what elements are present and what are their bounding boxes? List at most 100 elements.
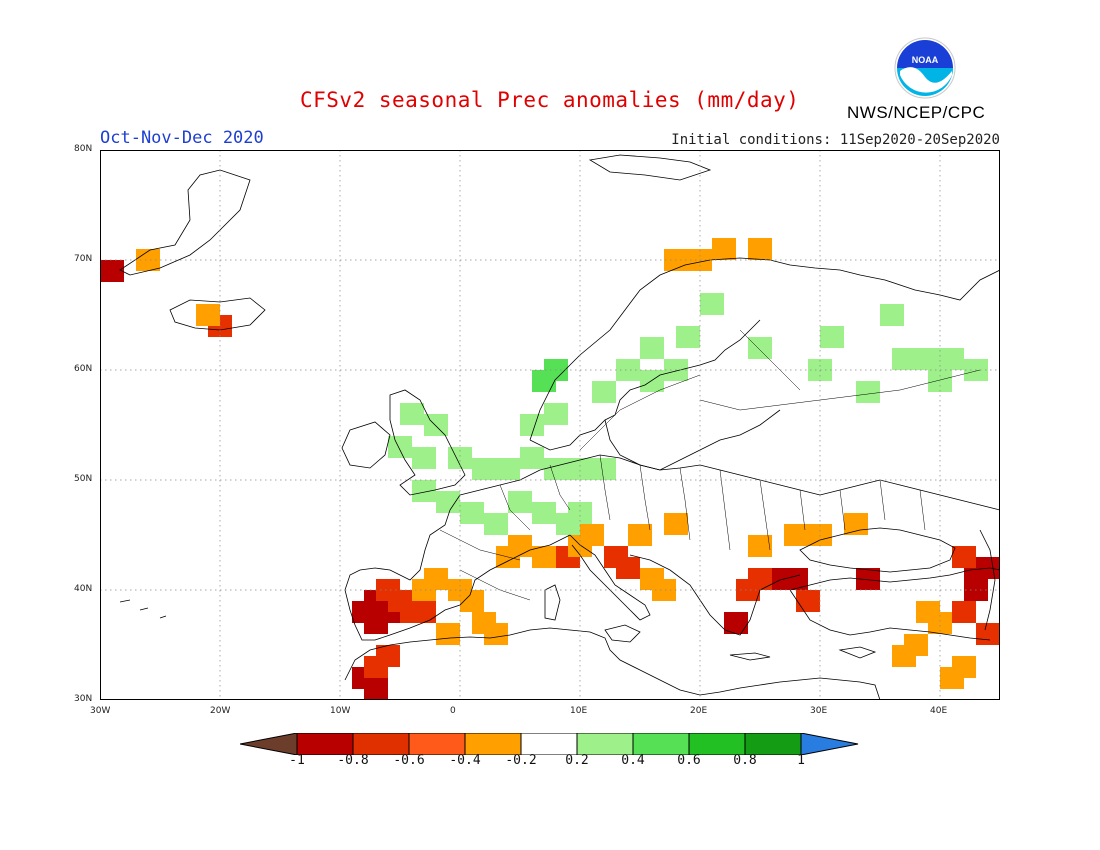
anomaly-cell-wet-weak (484, 513, 508, 535)
anomaly-cell-dry-strong (856, 568, 880, 590)
anomaly-cell-wet-weak (592, 458, 616, 480)
anomaly-cell-wet-weak (544, 458, 568, 480)
anomaly-cell-dry-weak (928, 612, 952, 634)
anomaly-cell-dry-moderate (412, 601, 436, 623)
anomaly-cell-wet-weak (520, 414, 544, 436)
anomaly-cell-dry-moderate (976, 623, 1000, 645)
anomaly-cell-dry-weak (664, 513, 688, 535)
anomaly-cell-dry-weak (136, 249, 160, 271)
agency-label: NWS/NCEP/CPC (847, 103, 986, 122)
lat-tick-label: 70N (74, 254, 93, 264)
coastline-france-biscay (344, 494, 571, 641)
colorbar-tick-label: -0.8 (337, 753, 369, 768)
colorbar-segment (464, 733, 522, 755)
anomaly-map (100, 150, 1000, 700)
anomaly-cell-dry-weak (844, 513, 868, 535)
colorbar-segment (632, 733, 690, 755)
coastline-baltic (604, 409, 781, 471)
coastline-ireland (341, 421, 391, 469)
colorbar-min-arrow (240, 733, 298, 755)
anomaly-cell-dry-moderate (748, 568, 772, 590)
anomaly-cell-wet-weak (424, 414, 448, 436)
anomaly-cell-dry-weak (652, 579, 676, 601)
anomaly-cell-dry-moderate (364, 656, 388, 678)
lat-tick-label: 30N (74, 694, 93, 704)
coastline-black-sea (799, 527, 956, 573)
coastline-norway-south (529, 319, 761, 451)
anomaly-cell-dry-weak (784, 524, 808, 546)
anomaly-cell-dry-weak (952, 656, 976, 678)
lon-tick-label: 20W (210, 706, 231, 716)
colorbar-max-arrow (800, 733, 859, 755)
coastline-cyprus (838, 646, 877, 659)
colorbar-segment (744, 733, 802, 755)
anomaly-cell-wet-weak (700, 293, 724, 315)
coastline-sardinia (544, 584, 561, 621)
anomaly-cell-dry-weak (532, 546, 556, 568)
anomaly-cell-dry-weak (748, 535, 772, 557)
anomaly-cell-wet-weak (472, 458, 496, 480)
colorbar-segment (352, 733, 410, 755)
lat-tick-label: 60N (74, 364, 93, 374)
anomaly-cell-dry-moderate (952, 546, 976, 568)
anomaly-cell-dry-strong (784, 568, 808, 590)
coastline-greenland (119, 169, 251, 276)
coastline-sicily (604, 624, 641, 643)
anomaly-cell-dry-moderate (616, 557, 640, 579)
colorbar-segment (576, 733, 634, 755)
coastlines (119, 154, 1000, 700)
anomaly-cell-dry-weak (460, 590, 484, 612)
anomaly-cell-dry-weak (892, 645, 916, 667)
anomaly-cell-wet-weak (616, 359, 640, 381)
colorbar-segment (408, 733, 466, 755)
map-title: CFSv2 seasonal Prec anomalies (mm/day) (300, 88, 800, 112)
anomaly-cell-wet-weak (592, 381, 616, 403)
anomaly-cell-dry-weak (196, 304, 220, 326)
anomaly-cell-dry-strong (364, 678, 388, 700)
anomaly-cell-dry-strong (724, 612, 748, 634)
anomaly-cell-wet-weak (820, 326, 844, 348)
anomaly-cell-dry-weak (712, 238, 736, 260)
lon-tick-label: 40E (930, 706, 948, 716)
anomaly-cell-wet-weak (568, 502, 592, 524)
anomaly-cell-dry-weak (508, 535, 532, 557)
colorbar-tick-label: -0.2 (505, 753, 537, 768)
anomaly-cell-dry-weak (424, 568, 448, 590)
anomaly-cell-wet-weak (676, 326, 700, 348)
colorbar-tick-label: 0.2 (565, 753, 589, 768)
anomaly-cell-dry-strong (100, 260, 124, 282)
colorbar-tick-label: 0.6 (677, 753, 701, 768)
lon-tick-label: 0 (450, 706, 456, 716)
colorbar-segment (296, 733, 354, 755)
lon-tick-label: 30W (90, 706, 111, 716)
anomaly-cell-wet-weak (508, 491, 532, 513)
coastline-azores (119, 599, 167, 619)
anomaly-cell-dry-moderate (796, 590, 820, 612)
colorbar-tick-label: 1 (797, 753, 805, 768)
anomaly-cell-wet-weak (388, 436, 412, 458)
anomaly-cell-wet-weak (400, 403, 424, 425)
anomaly-cell-wet-weak (520, 447, 544, 469)
anomaly-cell-wet-weak (460, 502, 484, 524)
forecast-period: Oct-Nov-Dec 2020 (100, 128, 264, 148)
anomaly-cell-wet-weak (532, 502, 556, 524)
anomaly-cell-dry-weak (628, 524, 652, 546)
anomaly-cell-wet-weak (412, 447, 436, 469)
anomaly-cell-wet-weak (496, 458, 520, 480)
colorbar (240, 733, 859, 755)
anomaly-cell-wet-weak (748, 337, 772, 359)
colorbar-segment (520, 733, 578, 755)
colorbar-tick-label: -0.6 (393, 753, 425, 768)
coastline-great-britain (389, 389, 466, 496)
lon-tick-label: 10W (330, 706, 351, 716)
coastline-north-africa (344, 627, 881, 700)
coastline-caspian (979, 529, 996, 631)
anomaly-cell-wet-weak (544, 403, 568, 425)
colorbar-tick-label: 0.8 (733, 753, 757, 768)
anomaly-cell-dry-strong (364, 612, 388, 634)
anomaly-cell-dry-moderate (952, 601, 976, 623)
colorbar-tick-label: -1 (289, 753, 305, 768)
anomaly-cell-wet-weak (892, 348, 916, 370)
anomaly-cell-wet-weak (640, 337, 664, 359)
coastline-turkey (789, 567, 1000, 641)
